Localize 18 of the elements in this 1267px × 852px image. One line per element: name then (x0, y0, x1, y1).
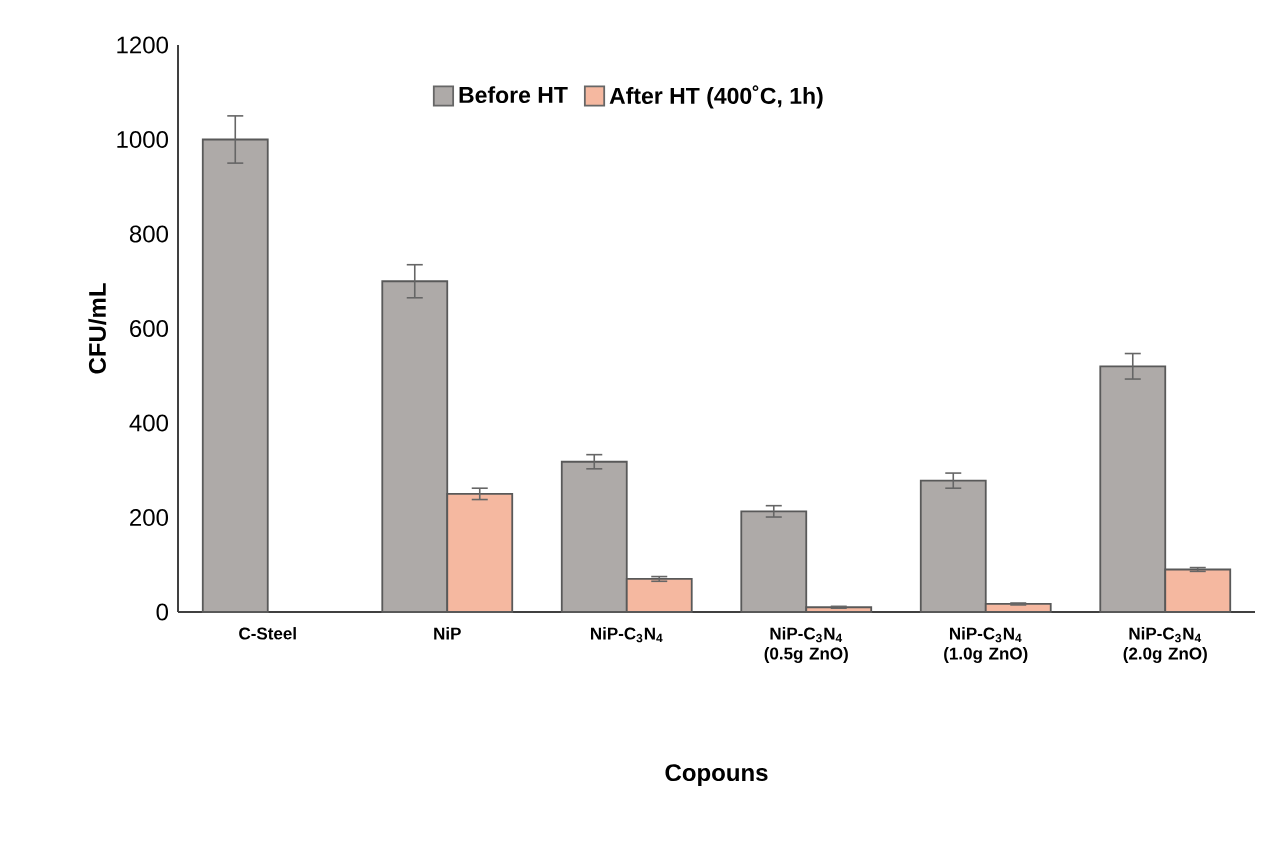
y-tick-label: 0 (156, 603, 169, 621)
legend-label: After HT (400˚C, 1h) (609, 85, 823, 109)
x-tick-label: C-Steel (239, 627, 296, 640)
y-tick-label: 1000 (117, 131, 168, 148)
y-axis-title: CFU/mL (88, 283, 107, 374)
bar (201, 138, 269, 613)
legend-label: Before HT (459, 86, 568, 104)
y-tick-label: 400 (129, 414, 169, 432)
y-tick-label: 200 (130, 509, 169, 526)
x-tick-label: NiP (434, 627, 461, 640)
y-tick-label: 800 (129, 225, 169, 243)
x-tick-label: NiP-C$_{3}$N$_{4}$ (2.0g ZnO) (1123, 627, 1207, 663)
x-axis-title: Copouns (665, 764, 768, 786)
y-tick-label: 1200 (117, 36, 168, 54)
x-tick-label: NiP-C$_{3}$N$_{4}$ (590, 627, 663, 643)
y-tick-label: 600 (130, 320, 169, 337)
x-tick-label: NiP-C$_{3}$N$_{4}$ (0.5g ZnO) (764, 627, 848, 663)
x-tick-label: NiP-C$_{3}$N$_{4}$ (1.0g ZnO) (944, 627, 1028, 663)
